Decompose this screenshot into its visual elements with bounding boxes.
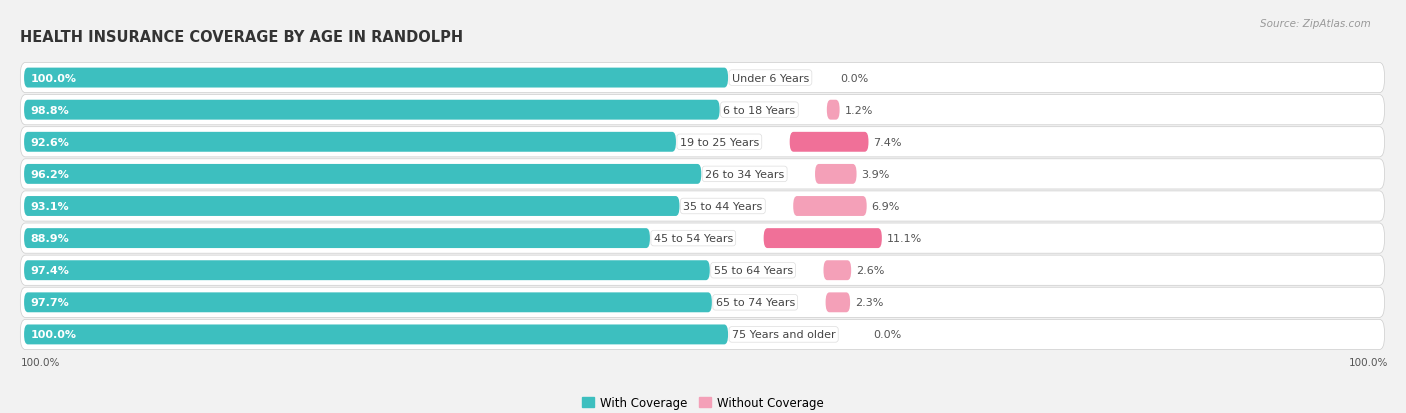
Text: Source: ZipAtlas.com: Source: ZipAtlas.com [1260,19,1371,28]
Text: 3.9%: 3.9% [862,169,890,180]
FancyBboxPatch shape [827,100,839,120]
Text: 97.4%: 97.4% [31,266,69,275]
FancyBboxPatch shape [815,164,856,184]
Text: 0.0%: 0.0% [873,330,901,339]
Text: 45 to 54 Years: 45 to 54 Years [654,233,733,244]
Text: 2.6%: 2.6% [856,266,884,275]
FancyBboxPatch shape [793,197,866,216]
Text: 2.3%: 2.3% [855,298,883,308]
Text: 75 Years and older: 75 Years and older [731,330,835,339]
Text: 35 to 44 Years: 35 to 44 Years [683,202,762,211]
FancyBboxPatch shape [20,287,1385,318]
Text: 92.6%: 92.6% [31,138,69,147]
FancyBboxPatch shape [24,100,720,120]
Text: 6.9%: 6.9% [872,202,900,211]
Text: 96.2%: 96.2% [31,169,69,180]
FancyBboxPatch shape [24,164,702,184]
FancyBboxPatch shape [24,293,711,313]
FancyBboxPatch shape [24,69,728,88]
Text: 0.0%: 0.0% [841,74,869,83]
FancyBboxPatch shape [20,63,1385,93]
Text: HEALTH INSURANCE COVERAGE BY AGE IN RANDOLPH: HEALTH INSURANCE COVERAGE BY AGE IN RAND… [20,30,464,45]
Text: 100.0%: 100.0% [31,74,76,83]
FancyBboxPatch shape [24,325,728,344]
FancyBboxPatch shape [20,127,1385,157]
FancyBboxPatch shape [790,133,869,152]
FancyBboxPatch shape [24,229,650,249]
FancyBboxPatch shape [24,197,679,216]
Text: 100.0%: 100.0% [1348,357,1388,367]
Text: 100.0%: 100.0% [20,357,59,367]
Text: 100.0%: 100.0% [31,330,76,339]
FancyBboxPatch shape [825,293,851,313]
FancyBboxPatch shape [20,95,1385,126]
Text: 7.4%: 7.4% [873,138,903,147]
FancyBboxPatch shape [20,159,1385,190]
FancyBboxPatch shape [20,192,1385,221]
Text: 55 to 64 Years: 55 to 64 Years [713,266,793,275]
Text: 26 to 34 Years: 26 to 34 Years [704,169,785,180]
Text: 98.8%: 98.8% [31,105,69,115]
FancyBboxPatch shape [20,256,1385,286]
Text: 65 to 74 Years: 65 to 74 Years [716,298,794,308]
FancyBboxPatch shape [20,223,1385,254]
Text: 19 to 25 Years: 19 to 25 Years [679,138,759,147]
FancyBboxPatch shape [24,261,710,280]
FancyBboxPatch shape [20,320,1385,350]
Text: 6 to 18 Years: 6 to 18 Years [723,105,796,115]
Legend: With Coverage, Without Coverage: With Coverage, Without Coverage [578,392,828,413]
Text: 1.2%: 1.2% [845,105,873,115]
FancyBboxPatch shape [824,261,851,280]
Text: 11.1%: 11.1% [887,233,922,244]
Text: 88.9%: 88.9% [31,233,69,244]
FancyBboxPatch shape [24,133,676,152]
Text: 97.7%: 97.7% [31,298,69,308]
Text: 93.1%: 93.1% [31,202,69,211]
FancyBboxPatch shape [763,229,882,249]
Text: Under 6 Years: Under 6 Years [731,74,808,83]
